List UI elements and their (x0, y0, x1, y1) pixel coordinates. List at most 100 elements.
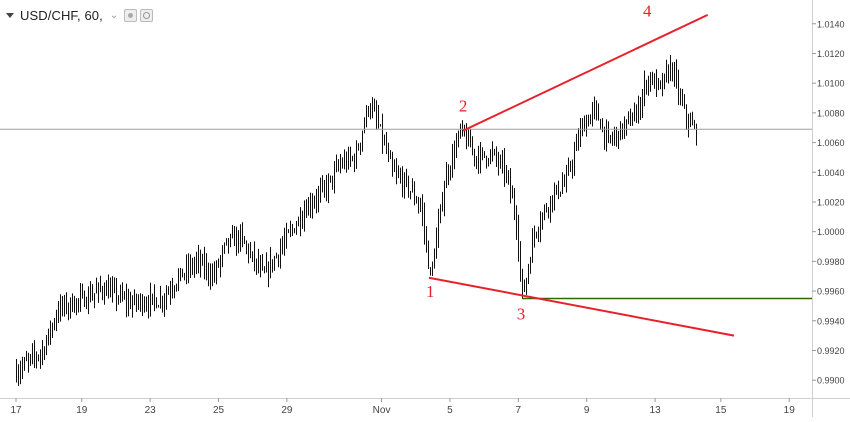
candle-body (24, 360, 25, 366)
candle-body (324, 184, 325, 187)
candle-body (388, 151, 389, 155)
candle-body (420, 205, 421, 207)
candle-body (586, 121, 587, 132)
time-tick-label: 15 (715, 405, 727, 416)
candle-body (316, 200, 317, 202)
candle-body (608, 131, 609, 136)
candle-body (146, 305, 147, 307)
candle-body (630, 117, 631, 125)
candle-body (164, 299, 165, 304)
candle-body (168, 291, 169, 295)
candle-body (548, 209, 549, 211)
candle-body (196, 260, 197, 265)
candle-body (382, 125, 383, 142)
candle-body (150, 294, 151, 308)
price-tick-label: 1.0000 (817, 227, 845, 237)
settings-icon[interactable] (140, 8, 154, 22)
candle-body (562, 185, 563, 193)
candle-body (278, 255, 279, 259)
candle-body (408, 178, 409, 192)
candle-body (30, 355, 31, 360)
candle-body (354, 157, 355, 164)
interval-dropdown-icon[interactable]: ⌄ (109, 9, 119, 21)
candle-body (90, 292, 91, 300)
candle-body (590, 115, 591, 124)
candle-body (658, 78, 659, 83)
candle-body (144, 305, 145, 309)
candle-body (262, 265, 263, 269)
candle-body (622, 123, 623, 134)
candle-body (136, 295, 137, 304)
visibility-icon[interactable] (124, 8, 138, 22)
candle-body (134, 295, 135, 303)
candle-body (26, 360, 27, 362)
candle-body (646, 83, 647, 88)
candle-body (442, 205, 443, 207)
candle-body (60, 302, 61, 314)
collapse-arrow-icon[interactable] (6, 12, 14, 18)
candle-body (426, 231, 427, 245)
candle-body (524, 288, 525, 291)
candle-body (206, 265, 207, 270)
candle-body (436, 237, 437, 259)
candle-body (372, 107, 373, 112)
candle-body (602, 127, 603, 130)
candle-body (252, 251, 253, 253)
candle-body (558, 185, 559, 195)
candle-body (120, 292, 121, 299)
candle-body (300, 218, 301, 225)
candle-body (156, 299, 157, 308)
candle-body (128, 300, 129, 305)
candle-body (28, 359, 29, 361)
time-tick-label: 7 (516, 405, 522, 416)
candle-body (274, 257, 275, 267)
candle-body (414, 189, 415, 200)
candle-body (416, 199, 417, 203)
candle-body (258, 259, 259, 268)
candle-body (210, 275, 211, 280)
candle-body (130, 300, 131, 308)
candle-body (600, 120, 601, 130)
candle-body (212, 273, 213, 280)
candle-body (22, 365, 23, 371)
candle-body (298, 218, 299, 226)
candle-body (294, 229, 295, 233)
candle-body (166, 294, 167, 300)
candle-body (286, 232, 287, 241)
candle-body (320, 188, 321, 193)
candle-body (694, 125, 695, 127)
candle-body (242, 231, 243, 238)
candle-body (456, 142, 457, 156)
candle-body (176, 284, 177, 289)
time-tick-label: 19 (76, 405, 88, 416)
candle-body (62, 302, 63, 308)
candle-body (378, 117, 379, 125)
candle-body (460, 129, 461, 133)
candle-body (468, 136, 469, 145)
candle-body (302, 220, 303, 225)
candle-body (690, 122, 691, 126)
candle-body (510, 178, 511, 194)
candle-body (142, 298, 143, 309)
candle-body (348, 154, 349, 166)
candle-body (58, 313, 59, 317)
candle-body (232, 234, 233, 237)
candle-body (472, 147, 473, 150)
candle-body (322, 184, 323, 189)
candle-body (272, 259, 273, 267)
candle-body (438, 220, 439, 238)
candle-body (662, 83, 663, 88)
candle-body (514, 198, 515, 213)
candle-body (344, 159, 345, 166)
candle-body (596, 105, 597, 109)
candle-body (54, 322, 55, 325)
candle-body (312, 204, 313, 208)
candle-body (386, 142, 387, 152)
candle-body (500, 160, 501, 164)
candle-body (132, 302, 133, 308)
candle-body (328, 179, 329, 193)
candle-body (396, 171, 397, 173)
candle-body (170, 291, 171, 293)
